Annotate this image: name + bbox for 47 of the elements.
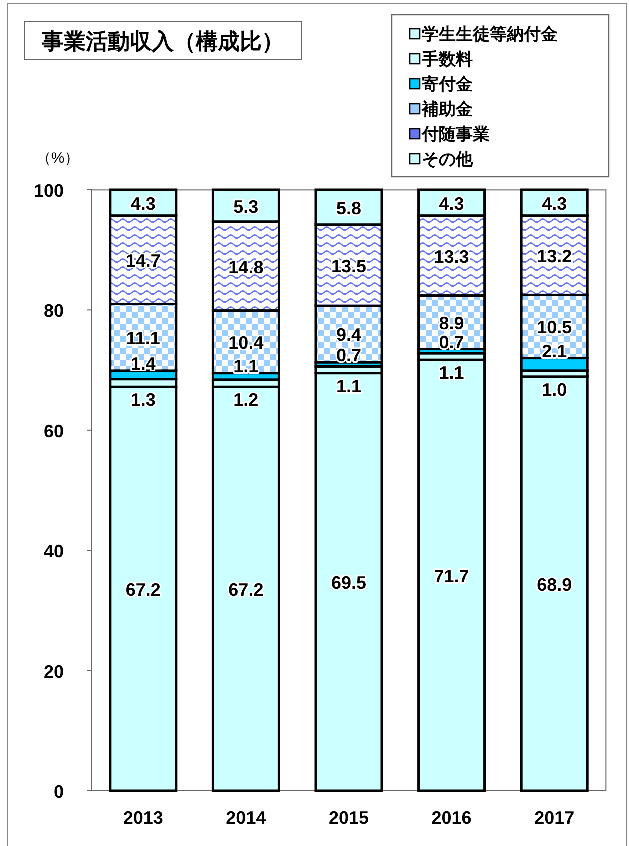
y-tick-label: 60 bbox=[44, 421, 64, 442]
data-label: 0.7 bbox=[336, 345, 362, 366]
data-label: 4.3 bbox=[542, 194, 568, 214]
data-label: 67.2 bbox=[126, 580, 161, 600]
data-label: 1.1 bbox=[439, 363, 464, 384]
data-label: 8.9 bbox=[439, 314, 464, 334]
x-tick-label: 2014 bbox=[226, 808, 266, 828]
data-label: 67.2 bbox=[228, 580, 264, 600]
bar bbox=[520, 376, 589, 792]
data-label: 69.5 bbox=[331, 573, 367, 594]
y-tick-label: 40 bbox=[44, 542, 64, 562]
x-tick-label: 2017 bbox=[534, 808, 575, 828]
chart-title: 事業活動収入（構成比） bbox=[41, 29, 284, 54]
data-label: 1.1 bbox=[336, 376, 362, 396]
data-label: 10.5 bbox=[537, 318, 572, 338]
bar bbox=[418, 358, 486, 792]
y-tick-label: 0 bbox=[54, 782, 64, 802]
legend-label: 寄付金 bbox=[422, 75, 473, 94]
legend-label: 手数料 bbox=[421, 50, 473, 69]
data-label: 1.2 bbox=[234, 390, 259, 410]
data-label: 1.3 bbox=[130, 390, 156, 410]
x-tick-label: 2013 bbox=[123, 808, 164, 828]
data-label: 5.8 bbox=[336, 198, 362, 218]
data-label: 10.4 bbox=[228, 333, 264, 354]
y-tick-label: 80 bbox=[44, 301, 64, 322]
data-label: 2.1 bbox=[542, 341, 568, 362]
data-label: 4.3 bbox=[130, 194, 156, 214]
data-label: 1.1 bbox=[234, 356, 259, 376]
data-label: 1.4 bbox=[130, 354, 156, 374]
bar bbox=[314, 372, 384, 792]
data-label: 11.1 bbox=[126, 328, 160, 349]
legend-label: 補助金 bbox=[421, 100, 473, 119]
legend-label: 学生生徒等納付金 bbox=[422, 25, 558, 44]
data-label: 5.3 bbox=[234, 196, 259, 217]
data-label: 1.0 bbox=[542, 380, 568, 400]
x-tick-label: 2016 bbox=[432, 808, 472, 828]
legend-label: その他 bbox=[422, 150, 474, 169]
data-label: 9.4 bbox=[336, 325, 362, 346]
data-label: 71.7 bbox=[434, 566, 470, 587]
x-tick-label: 2015 bbox=[328, 808, 370, 828]
data-label: 68.9 bbox=[537, 574, 572, 595]
y-tick-label: 100 bbox=[34, 181, 64, 201]
data-label: 4.3 bbox=[439, 194, 464, 214]
data-label: 0.7 bbox=[439, 332, 464, 352]
y-axis-title: （%） bbox=[36, 150, 80, 167]
y-tick-label: 20 bbox=[44, 662, 64, 682]
legend-label: 付随事業 bbox=[421, 125, 490, 144]
